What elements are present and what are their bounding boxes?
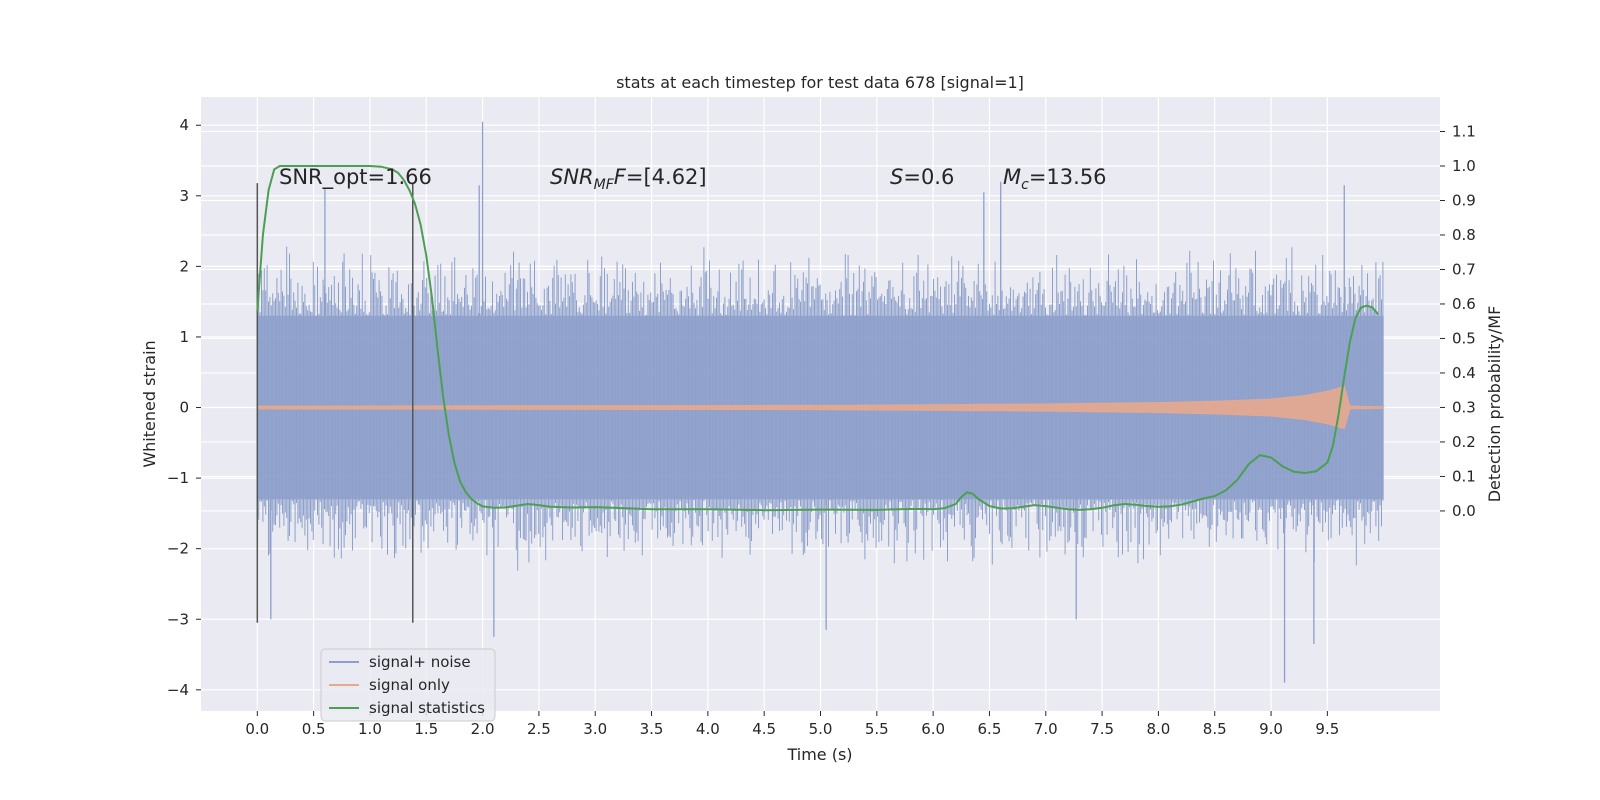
y2-tick-label: 1.0	[1452, 157, 1476, 175]
y2-tick-label: 0.8	[1452, 226, 1476, 244]
x-tick-label: 5.5	[865, 720, 889, 738]
x-tick-label: 4.5	[752, 720, 776, 738]
x-tick-label: 3.0	[583, 720, 607, 738]
y2-tick-label: 1.1	[1452, 122, 1476, 140]
x-tick-label: 5.0	[809, 720, 833, 738]
legend-label-signal-only: signal only	[369, 676, 450, 694]
x-tick-label: 2.5	[527, 720, 551, 738]
annotation-mc: Mc=13.56	[1003, 165, 1107, 193]
x-tick-label: 9.0	[1259, 720, 1283, 738]
x-tick-label: 0.0	[245, 720, 269, 738]
y2-tick-label: 0.3	[1452, 398, 1476, 416]
y2-tick-label: 0.4	[1452, 364, 1476, 382]
annotation-s-var: S	[890, 165, 903, 189]
signal-statistics-series	[256, 165, 1379, 512]
legend-label-signal-statistics: signal statistics	[369, 699, 485, 717]
annotation-snr-mf: SNRMFF=[4.62]	[550, 165, 707, 193]
y2-tick-label: 0.2	[1452, 433, 1476, 451]
y-tick-label: 1	[179, 328, 189, 346]
annotation-snr-opt: SNR_opt=1.66	[279, 165, 432, 190]
signal-statistics-line	[256, 165, 1379, 512]
x-tick-label: 8.0	[1146, 720, 1170, 738]
y-tick-label: −1	[167, 469, 189, 487]
signal-only-envelope	[256, 385, 1385, 430]
x-tick-label: 0.5	[302, 720, 326, 738]
y2-tick-label: 0.0	[1452, 502, 1476, 520]
x-tick-label: 9.5	[1315, 720, 1339, 738]
x-tick-label: 1.0	[358, 720, 382, 738]
annotation-mc-value: =13.56	[1029, 165, 1107, 189]
y-tick-label: 2	[179, 257, 189, 275]
y-tick-label: −2	[167, 540, 189, 558]
y2-tick-label: 0.7	[1452, 260, 1476, 278]
annotation-mc-sub: c	[1021, 177, 1029, 193]
x-tick-label: 6.5	[978, 720, 1002, 738]
annotation-snr-mf-var: SNR	[550, 165, 594, 189]
x-tick-label: 3.5	[640, 720, 664, 738]
legend-box	[320, 648, 496, 722]
annotation-s-value: =0.6	[903, 165, 954, 189]
y2-axis-ticks: 1.1 1.0 0.9 0.8 0.7 0.6 0.5 0.4 0.3 0.2 0.1 0.0	[1440, 122, 1476, 520]
y2-axis-label: Detection probability/MF	[1485, 306, 1504, 503]
annotation-snr-mf-f: F	[614, 165, 627, 189]
legend-label-signal-noise: signal+ noise	[369, 653, 471, 671]
chart-title: stats at each timestep for test data 678…	[616, 73, 1024, 92]
x-tick-label: 4.0	[696, 720, 720, 738]
x-axis-ticks: 0.0 0.5 1.0 1.5 2.0 2.5 3.0 3.5 4.0 4.5 5.0 5.5 6.0 6…	[245, 711, 1339, 738]
vertical-markers	[256, 183, 414, 623]
y-axis-label: Whitened strain	[140, 340, 159, 467]
annotation-mc-var: M	[1003, 165, 1021, 189]
annotation-s: S=0.6	[890, 165, 954, 189]
y2-tick-label: 0.6	[1452, 295, 1476, 313]
x-tick-label: 8.5	[1203, 720, 1227, 738]
x-tick-label: 6.0	[921, 720, 945, 738]
y2-tick-label: 0.5	[1452, 329, 1476, 347]
y-tick-label: −4	[167, 681, 189, 699]
x-tick-label: 7.0	[1034, 720, 1058, 738]
y-axis-ticks: 4 3 2 1 0 −1 −2 −3 −4	[167, 116, 201, 699]
annotation-snr-mf-sub: MF	[594, 177, 615, 193]
y-tick-label: 4	[179, 116, 189, 134]
x-axis-label: Time (s)	[786, 745, 852, 764]
x-tick-label: 2.0	[471, 720, 495, 738]
y-tick-label: −3	[167, 610, 189, 628]
annotation-snr-mf-value: =[4.62]	[626, 165, 707, 189]
y-tick-label: 3	[179, 187, 189, 205]
y-tick-label: 0	[179, 399, 189, 417]
x-tick-label: 7.5	[1090, 720, 1114, 738]
y2-tick-label: 0.1	[1452, 467, 1476, 485]
x-tick-label: 1.5	[414, 720, 438, 738]
legend: signal+ noise signal only signal statist…	[320, 648, 496, 722]
signal-only-series	[256, 385, 1385, 430]
y2-tick-label: 0.9	[1452, 191, 1476, 209]
